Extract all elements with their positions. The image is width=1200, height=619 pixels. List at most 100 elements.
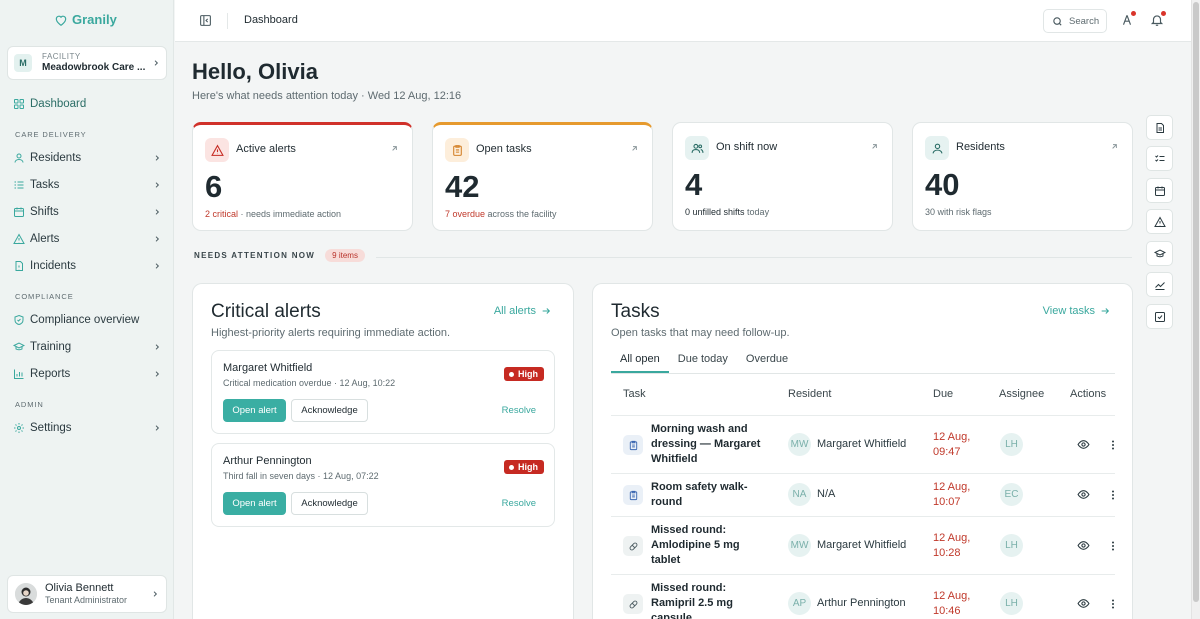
eye-icon[interactable] <box>1077 539 1090 552</box>
alert-card[interactable]: Margaret Whitfield Critical medication o… <box>211 350 555 434</box>
search-button[interactable]: Search <box>1043 9 1107 33</box>
sidebar-item-shifts[interactable]: Shifts <box>7 201 167 223</box>
stat-sub: 2 critical · needs immediate action <box>205 209 342 219</box>
bell-icon <box>1150 15 1164 26</box>
app-name: Granily <box>72 12 117 27</box>
needs-attention-badge: 9 items <box>325 249 365 262</box>
rail-calendar-button[interactable] <box>1146 178 1173 203</box>
rail-document-button[interactable] <box>1146 115 1173 140</box>
view-tasks-link[interactable]: View tasks <box>1043 305 1110 317</box>
rail-chart-button[interactable] <box>1146 272 1173 297</box>
sidebar-item-residents[interactable]: Residents <box>7 147 167 169</box>
sidebar-item-label: Tasks <box>30 179 60 191</box>
pill-icon <box>623 594 643 614</box>
sidebar-item-dashboard[interactable]: Dashboard <box>7 93 167 115</box>
warning-icon <box>13 233 25 244</box>
gear-icon <box>14 423 24 433</box>
chevron-right-icon <box>155 182 160 188</box>
sidebar-item-label: Alerts <box>30 233 60 245</box>
eye-icon[interactable] <box>1077 597 1090 610</box>
stat-sub: 30 with risk flags <box>925 207 992 217</box>
search-label: Search <box>1069 15 1100 27</box>
more-options-icon[interactable] <box>1107 439 1119 451</box>
resolve-link[interactable]: Resolve <box>501 405 536 416</box>
resident-avatar: MW <box>788 534 811 557</box>
table-row[interactable]: Missed round: Amlodipine 5 mg tablet MW … <box>611 516 1115 574</box>
bar-chart-icon <box>14 369 24 379</box>
stat-card-residents[interactable]: Residents 40 30 with risk flags <box>912 122 1133 231</box>
alert-card[interactable]: Arthur Pennington Third fall in seven da… <box>211 443 555 527</box>
sidebar-item-tasks[interactable]: Tasks <box>7 174 167 196</box>
document-icon <box>1156 122 1164 133</box>
resident-name: Arthur Pennington <box>817 597 906 609</box>
alert-resident-name: Arthur Pennington <box>223 455 312 467</box>
sidebar-item-label: Shifts <box>30 206 59 218</box>
rail-alerts-button[interactable] <box>1146 209 1173 234</box>
acknowledge-button[interactable]: Acknowledge <box>291 399 368 422</box>
sidebar: Granily M FACILITY Meadowbrook Care ... … <box>0 0 174 619</box>
stat-card-open-tasks[interactable]: Open tasks 42 7 overdue across the facil… <box>432 122 653 231</box>
tab-all-open[interactable]: All open <box>611 353 669 373</box>
rail-training-button[interactable] <box>1146 241 1173 266</box>
more-options-icon[interactable] <box>1107 540 1119 552</box>
sidebar-toggle-icon[interactable] <box>199 14 212 27</box>
tab-due-today[interactable]: Due today <box>677 353 728 365</box>
alerts-button[interactable] <box>1120 11 1136 27</box>
stat-card-active-alerts[interactable]: Active alerts 6 2 critical · needs immed… <box>192 122 413 231</box>
task-name: Missed round: Ramipril 2.5 mg capsule <box>651 582 733 619</box>
app-logo[interactable]: Granily <box>54 12 117 27</box>
more-options-icon[interactable] <box>1107 598 1119 610</box>
table-row[interactable]: Morning wash and dressing — Margaret Whi… <box>611 415 1115 473</box>
chevron-right-icon <box>155 371 160 377</box>
sidebar-item-settings[interactable]: Settings <box>7 417 167 439</box>
table-row[interactable]: Missed round: Ramipril 2.5 mg capsule AP… <box>611 574 1115 619</box>
tab-overdue[interactable]: Overdue <box>745 353 789 365</box>
panel-title: Tasks <box>611 301 660 322</box>
stat-icon-wrap <box>445 138 469 162</box>
rail-checklist-button[interactable] <box>1146 146 1173 171</box>
notifications-button[interactable] <box>1150 11 1166 27</box>
resolve-link[interactable]: Resolve <box>501 498 536 509</box>
task-name: Missed round: Amlodipine 5 mg tablet <box>651 524 740 566</box>
eye-icon[interactable] <box>1077 438 1090 451</box>
sidebar-item-incidents[interactable]: Incidents <box>7 255 167 277</box>
graduation-cap-icon <box>13 342 25 351</box>
calendar-icon <box>1154 186 1165 196</box>
acknowledge-button[interactable]: Acknowledge <box>291 492 368 515</box>
stat-card-on-shift[interactable]: On shift now 4 0 unfilled shifts today <box>672 122 893 231</box>
resident-avatar: MW <box>788 433 811 456</box>
task-name: Morning wash and dressing — Margaret Whi… <box>651 423 761 465</box>
resident-name: Margaret Whitfield <box>817 539 907 551</box>
checklist-icon <box>1154 154 1164 162</box>
sidebar-item-label: Incidents <box>30 260 77 272</box>
more-options-icon[interactable] <box>1107 489 1119 501</box>
scrollbar[interactable] <box>1191 0 1200 619</box>
needs-attention-header: NEEDS ATTENTION NOW 9 items <box>194 249 365 262</box>
sidebar-item-training[interactable]: Training <box>7 336 167 358</box>
shield-icon <box>14 314 24 326</box>
facility-selector[interactable]: M FACILITY Meadowbrook Care ... <box>7 46 167 80</box>
user-menu[interactable]: Olivia Bennett Tenant Administrator <box>7 575 167 613</box>
stat-sub: 7 overdue across the facility <box>445 209 557 219</box>
resident-avatar: NA <box>788 483 811 506</box>
users-icon <box>691 143 703 153</box>
scrollbar-thumb[interactable] <box>1193 2 1199 602</box>
assignee-avatar: LH <box>1000 592 1023 615</box>
panel-subtitle: Open tasks that may need follow-up. <box>611 327 790 339</box>
chevron-right-icon <box>155 263 160 269</box>
column-header-assignee: Assignee <box>999 388 1045 400</box>
table-row[interactable]: Room safety walk-round NA N/A 12 Aug, 10… <box>611 473 1115 516</box>
column-header-due: Due <box>933 388 954 400</box>
sidebar-item-reports[interactable]: Reports <box>7 363 167 385</box>
eye-icon[interactable] <box>1077 488 1090 501</box>
sidebar-item-alerts[interactable]: Alerts <box>7 228 167 250</box>
sidebar-item-compliance-overview[interactable]: Compliance overview <box>7 309 167 331</box>
open-alert-button[interactable]: Open alert <box>223 399 286 422</box>
rail-checkbox-button[interactable] <box>1146 304 1173 329</box>
open-alert-button[interactable]: Open alert <box>223 492 286 515</box>
due-date: 12 Aug, 10:28 <box>933 532 971 559</box>
all-alerts-link[interactable]: All alerts <box>494 305 551 317</box>
alert-description: Third fall in seven days · 12 Aug, 07:22 <box>223 471 379 481</box>
assignee-avatar: EC <box>1000 483 1023 506</box>
critical-alerts-panel: Critical alerts Highest-priority alerts … <box>192 283 574 619</box>
